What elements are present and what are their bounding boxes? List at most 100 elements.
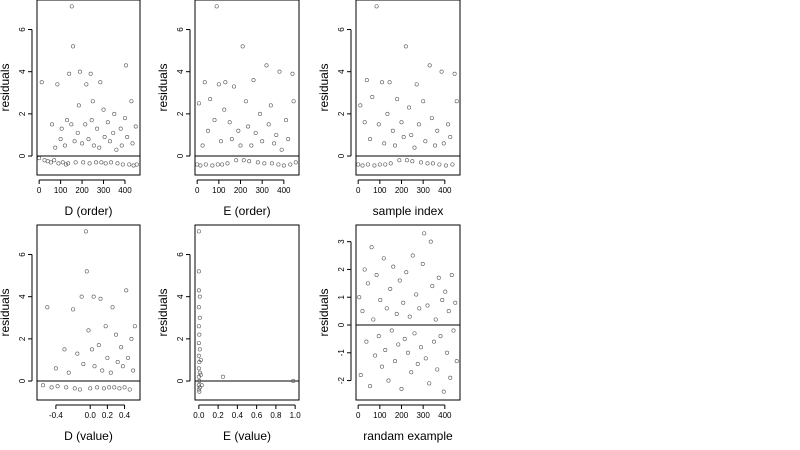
data-point — [234, 158, 239, 163]
data-point — [454, 359, 459, 364]
data-point — [86, 328, 91, 333]
data-point — [88, 386, 93, 391]
plot-frame — [355, 0, 461, 176]
x-tick-label: 0.2 — [102, 411, 114, 420]
data-point — [418, 160, 423, 165]
data-point — [405, 350, 410, 355]
data-point — [71, 307, 76, 312]
data-point — [99, 160, 104, 165]
data-point — [414, 292, 419, 297]
data-point — [277, 69, 282, 74]
data-point — [39, 80, 44, 85]
x-axis-label: sample index — [373, 204, 444, 218]
data-point — [240, 44, 245, 49]
data-point — [390, 128, 395, 133]
data-point — [124, 288, 129, 293]
data-point — [100, 368, 105, 373]
data-point — [399, 120, 404, 125]
data-point — [378, 297, 383, 302]
data-point — [404, 270, 409, 275]
data-point — [102, 135, 107, 140]
data-point — [433, 143, 438, 148]
data-point — [73, 160, 78, 165]
data-point — [253, 130, 258, 135]
data-point — [83, 122, 88, 127]
data-point — [86, 137, 91, 142]
data-point — [377, 162, 382, 167]
data-point — [425, 161, 430, 166]
data-point — [291, 379, 296, 384]
x-tick-label: 200 — [234, 186, 248, 195]
data-point — [236, 128, 241, 133]
data-point — [383, 162, 388, 167]
data-point — [196, 366, 201, 371]
x-tick-label: 0.0 — [85, 411, 97, 420]
data-point — [101, 107, 106, 112]
data-point — [76, 103, 81, 108]
data-point — [56, 161, 61, 166]
data-point — [286, 137, 291, 142]
data-point — [69, 122, 74, 127]
data-point — [372, 163, 377, 168]
data-point — [101, 386, 106, 391]
data-point — [262, 161, 267, 166]
y-tick-label: 2 — [337, 111, 346, 116]
data-point — [94, 160, 99, 165]
data-point — [409, 132, 414, 137]
data-point — [446, 122, 451, 127]
data-point — [399, 386, 404, 391]
data-point — [388, 161, 393, 166]
data-point — [450, 162, 455, 167]
data-point — [134, 162, 139, 167]
x-tick-label: 300 — [97, 186, 111, 195]
data-point — [196, 288, 201, 293]
data-point — [384, 306, 389, 311]
data-point — [443, 163, 448, 168]
data-point — [109, 160, 114, 165]
data-point — [251, 78, 256, 83]
y-tick-label: 2 — [18, 336, 27, 341]
data-point — [451, 328, 456, 333]
data-point — [120, 364, 125, 369]
data-point — [197, 315, 202, 320]
data-point — [454, 99, 459, 104]
y-tick-label: 6 — [18, 252, 27, 257]
data-point — [58, 137, 63, 142]
data-point — [382, 141, 387, 146]
x-tick-label: 0 — [195, 186, 200, 195]
data-point — [412, 145, 417, 150]
x-tick-label: 400 — [277, 186, 291, 195]
data-point — [223, 80, 228, 85]
data-point — [368, 384, 373, 389]
data-point — [216, 82, 221, 87]
data-point — [365, 162, 370, 167]
data-point — [110, 305, 115, 310]
plot-frame — [194, 224, 300, 401]
data-point — [431, 339, 436, 344]
data-point — [196, 101, 201, 106]
x-tick-label: 0 — [37, 186, 42, 195]
data-point — [439, 69, 444, 74]
x-tick-label: 0.4 — [232, 411, 244, 420]
data-point — [37, 156, 42, 161]
x-tick-label: 200 — [395, 411, 409, 420]
data-point — [362, 267, 367, 272]
data-point — [260, 139, 265, 144]
data-point — [67, 71, 72, 76]
x-tick-label: 400 — [118, 186, 132, 195]
data-point — [197, 389, 202, 394]
x-tick-label: 300 — [416, 411, 430, 420]
data-point — [407, 314, 412, 319]
y-axis-label: residuals — [0, 63, 12, 111]
data-point — [220, 162, 225, 167]
data-point — [112, 385, 117, 390]
x-tick-label: 300 — [255, 186, 269, 195]
data-point — [376, 122, 381, 127]
data-point — [133, 124, 138, 129]
data-point — [441, 389, 446, 394]
data-point — [198, 163, 203, 168]
data-point — [414, 82, 419, 87]
data-point — [122, 116, 127, 121]
data-point — [115, 360, 120, 365]
